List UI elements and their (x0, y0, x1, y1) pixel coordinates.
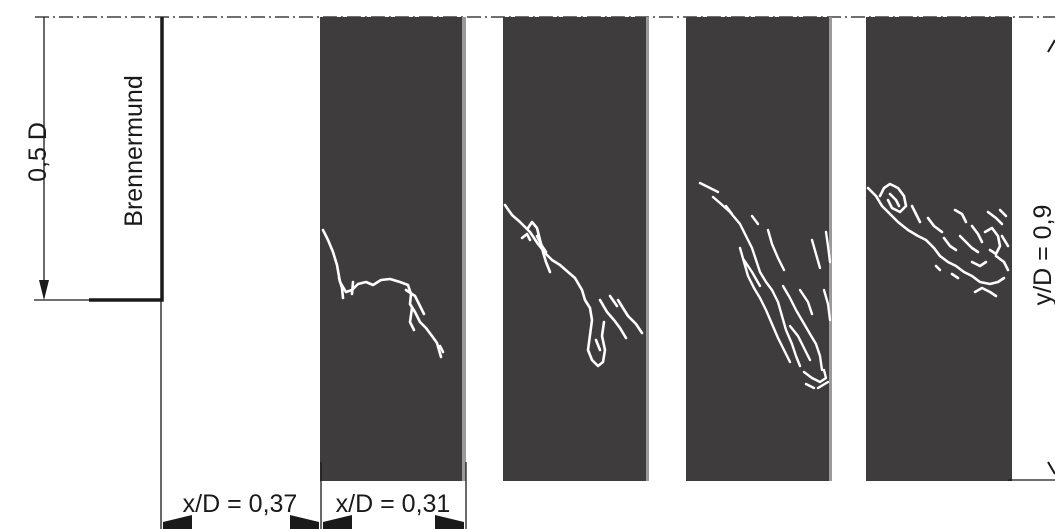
axial-dimension-tick-top (1047, 39, 1055, 53)
window-width-label: x/D = 0,31 (336, 490, 451, 518)
flame-image-panel (686, 17, 832, 481)
burner-wall (89, 17, 164, 302)
radius-label: 0,5 D (24, 122, 52, 182)
burner-mouth-label: Brennermund (120, 75, 148, 226)
bottom-dimension-arrows (163, 515, 464, 529)
flame-front-2 (503, 203, 644, 368)
flame-image-panel (866, 17, 1012, 481)
panel-edge (462, 17, 466, 481)
flame-front-4 (866, 182, 1010, 298)
offset-x-label: x/D = 0,37 (183, 490, 298, 518)
flame-image-panel (320, 17, 466, 481)
flame-image-panel (503, 17, 649, 481)
panel-edge (829, 17, 832, 481)
panel-edge (646, 17, 649, 481)
flame-front-3 (698, 181, 832, 390)
radius-dimension-arrow (39, 280, 49, 300)
axial-dimension-tick-bottom (1047, 461, 1055, 475)
axial-position-label: y/D = 0,9 (1029, 205, 1055, 306)
flame-front-1 (321, 228, 445, 359)
